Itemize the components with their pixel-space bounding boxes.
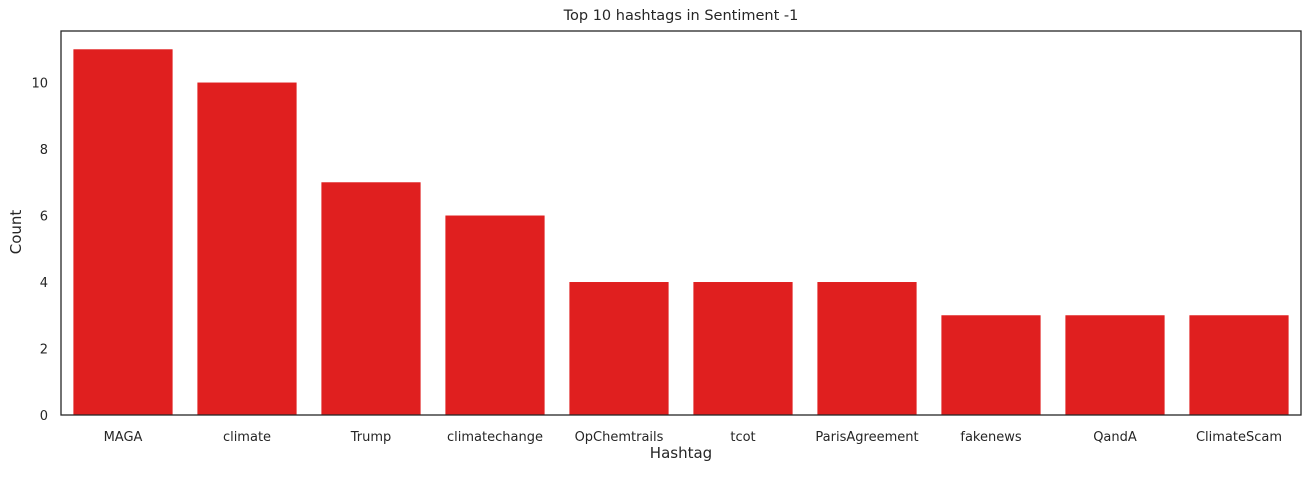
bar-tcot — [693, 282, 793, 415]
bar-Trump — [321, 182, 421, 415]
chart-title: Top 10 hashtags in Sentiment -1 — [563, 8, 799, 24]
bar-QandA — [1065, 315, 1165, 415]
x-tick-label: MAGA — [104, 430, 143, 445]
plot-frame — [60, 30, 1302, 416]
bar-ParisAgreement — [817, 282, 917, 415]
x-tick-label: tcot — [730, 430, 755, 445]
y-tick-label: 6 — [40, 210, 48, 225]
bar-fakenews — [941, 315, 1041, 415]
bar-climatechange — [445, 215, 545, 415]
x-tick-label: Trump — [350, 430, 392, 445]
x-tick-label: QandA — [1093, 430, 1137, 445]
bar-OpChemtrails — [569, 282, 669, 415]
x-tick-label: fakenews — [960, 430, 1021, 445]
y-tick-label: 10 — [31, 77, 48, 92]
x-tick-label: climatechange — [447, 430, 543, 445]
x-tick-label: ClimateScam — [1196, 430, 1282, 445]
x-axis-ticks: MAGA climate Trump climatechange OpChemtrail… — [104, 430, 1282, 445]
bar-climate — [197, 82, 297, 415]
y-axis-label: Count — [7, 210, 25, 255]
bars-group — [73, 49, 1289, 416]
bar-ClimateScam — [1189, 315, 1289, 415]
y-tick-label: 0 — [40, 409, 48, 424]
y-tick-label: 2 — [40, 343, 48, 358]
x-tick-label: OpChemtrails — [575, 430, 664, 445]
x-tick-label: ParisAgreement — [815, 430, 918, 445]
bar-MAGA — [73, 49, 173, 416]
x-axis-label: Hashtag — [650, 444, 712, 462]
x-tick-label: climate — [223, 430, 271, 445]
y-axis-ticks: 0 2 4 6 8 10 — [31, 77, 48, 424]
y-tick-label: 8 — [40, 143, 48, 158]
y-tick-label: 4 — [40, 276, 48, 291]
